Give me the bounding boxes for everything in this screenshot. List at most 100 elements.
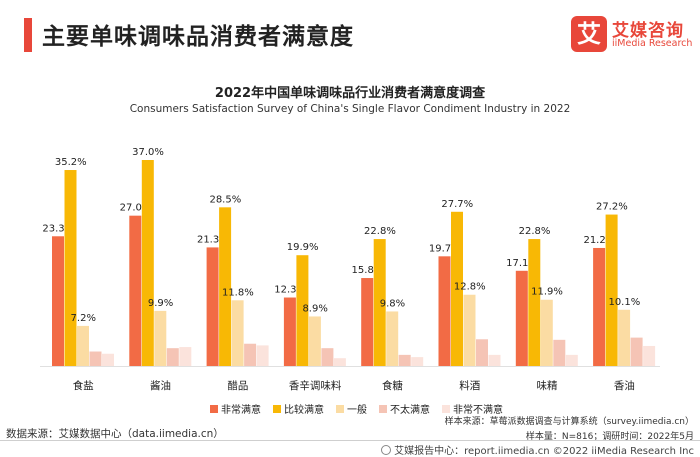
data-label: 9.9% — [148, 298, 173, 309]
legend-swatch — [210, 405, 218, 413]
data-label: 27.0% — [120, 203, 152, 214]
data-label: 15.8% — [352, 265, 384, 276]
bar-1-2 — [64, 170, 77, 366]
bar-6-1 — [438, 256, 451, 366]
legend-item: 非常满意 — [210, 401, 261, 416]
data-label: 23.3% — [42, 223, 74, 234]
chart-subtitle: Consumers Satisfaction Survey of China's… — [129, 103, 571, 115]
data-label: 22.8% — [364, 226, 396, 237]
bar-3-1 — [206, 247, 219, 366]
bar-8-5 — [643, 345, 656, 366]
report-center-icon — [381, 445, 392, 455]
category-label: 食糖 — [382, 379, 403, 392]
bar-8-4 — [630, 337, 643, 366]
legend-label: 一般 — [347, 405, 367, 416]
bar-5-2 — [373, 239, 386, 366]
sample-size-note: 样本量：N=816；调研时间：2022年5月 — [525, 432, 694, 442]
bar-7-2 — [528, 239, 541, 366]
legend-swatch — [379, 405, 387, 413]
category-label: 食盐 — [73, 379, 94, 392]
data-source: 数据来源：艾媒数据中心（data.iimedia.cn） — [6, 428, 224, 440]
data-label: 22.8% — [519, 226, 551, 237]
bar-1-4 — [89, 351, 102, 366]
bar-7-4 — [553, 339, 566, 366]
bar-7-5 — [565, 354, 578, 366]
data-label: 37.0% — [132, 147, 164, 158]
bar-4-2 — [296, 255, 309, 366]
category-label: 料酒 — [459, 379, 480, 392]
bar-3-4 — [244, 343, 257, 366]
category-label: 味精 — [537, 379, 558, 392]
bar-8-1 — [593, 247, 606, 366]
data-label: 12.3% — [274, 285, 306, 296]
bar-5-1 — [361, 278, 374, 366]
bar-4-4 — [321, 348, 334, 366]
bar-7-1 — [515, 270, 528, 366]
brand-name-cn: 艾媒咨询 — [612, 21, 684, 41]
legend-label: 非常不满意 — [453, 405, 503, 416]
data-label: 19.7% — [429, 243, 461, 254]
data-label: 11.8% — [222, 287, 254, 298]
data-label: 27.7% — [441, 199, 473, 210]
bar-8-3 — [618, 309, 631, 366]
bar-4-3 — [308, 316, 321, 366]
data-label: 35.2% — [55, 157, 87, 168]
data-label: 17.1% — [506, 258, 538, 269]
legend-item: 非常不满意 — [442, 401, 503, 416]
chart-legend: 非常满意 比较满意 一般 不太满意 非常不满意 — [210, 401, 515, 416]
report-center-text: 艾媒报告中心：report.iimedia.cn ©2022 iiMedia R… — [394, 446, 694, 457]
data-label: 7.2% — [71, 313, 96, 324]
brand-logo: 艾 艾媒咨询 iiMedia Research — [571, 15, 692, 55]
brand-logo-icon: 艾 — [571, 16, 607, 52]
bar-8-2 — [605, 214, 618, 366]
category-label: 酱油 — [150, 379, 171, 392]
legend-label: 比较满意 — [284, 405, 324, 416]
bar-5-3 — [386, 311, 399, 366]
bar-4-1 — [283, 297, 296, 366]
data-label: 12.8% — [454, 282, 486, 293]
bar-6-3 — [463, 294, 476, 366]
bar-3-5 — [256, 345, 269, 366]
bar-2-5 — [179, 347, 192, 366]
bar-6-4 — [476, 339, 488, 366]
bar-1-1 — [52, 236, 64, 366]
bar-6-5 — [488, 354, 501, 366]
legend-label: 非常满意 — [221, 405, 261, 416]
bar-1-3 — [77, 325, 89, 366]
sample-source-note: 样本来源：草莓派数据调查与计算系统（survey.iimedia.cn） — [444, 417, 694, 427]
bar-2-2 — [141, 160, 154, 366]
data-label: 19.9% — [287, 242, 319, 253]
category-label: 香辛调味料 — [289, 379, 342, 392]
category-label: 香油 — [614, 379, 635, 392]
data-label: 21.3% — [197, 234, 229, 245]
bar-1-5 — [102, 353, 114, 366]
category-label: 醋品 — [227, 379, 248, 392]
data-label: 27.2% — [596, 202, 628, 213]
data-label: 8.9% — [302, 303, 327, 314]
bar-7-3 — [540, 299, 553, 366]
legend-item: 不太满意 — [379, 401, 430, 416]
data-label: 28.5% — [209, 194, 241, 205]
bar-6-2 — [451, 211, 463, 366]
bar-5-4 — [398, 354, 411, 366]
data-label: 11.9% — [531, 287, 563, 298]
data-label: 9.8% — [380, 298, 405, 309]
bar-2-3 — [154, 310, 167, 366]
data-label: 10.1% — [608, 297, 640, 308]
bar-5-5 — [411, 357, 424, 366]
legend-label: 不太满意 — [390, 405, 430, 416]
legend-swatch — [273, 405, 281, 413]
bar-4-5 — [333, 358, 346, 366]
footer-divider — [0, 440, 700, 441]
chart-title: 2022年中国单味调味品行业消费者满意度调查 — [214, 86, 486, 101]
data-label: 21.2% — [583, 235, 615, 246]
legend-item: 一般 — [336, 401, 367, 416]
legend-swatch — [442, 405, 450, 413]
legend-swatch — [336, 405, 344, 413]
bar-3-3 — [231, 300, 244, 366]
legend-item: 比较满意 — [273, 401, 324, 416]
header-accent-bar — [24, 18, 32, 52]
bar-2-4 — [166, 348, 179, 366]
page-title: 主要单味调味品消费者满意度 — [42, 24, 354, 50]
